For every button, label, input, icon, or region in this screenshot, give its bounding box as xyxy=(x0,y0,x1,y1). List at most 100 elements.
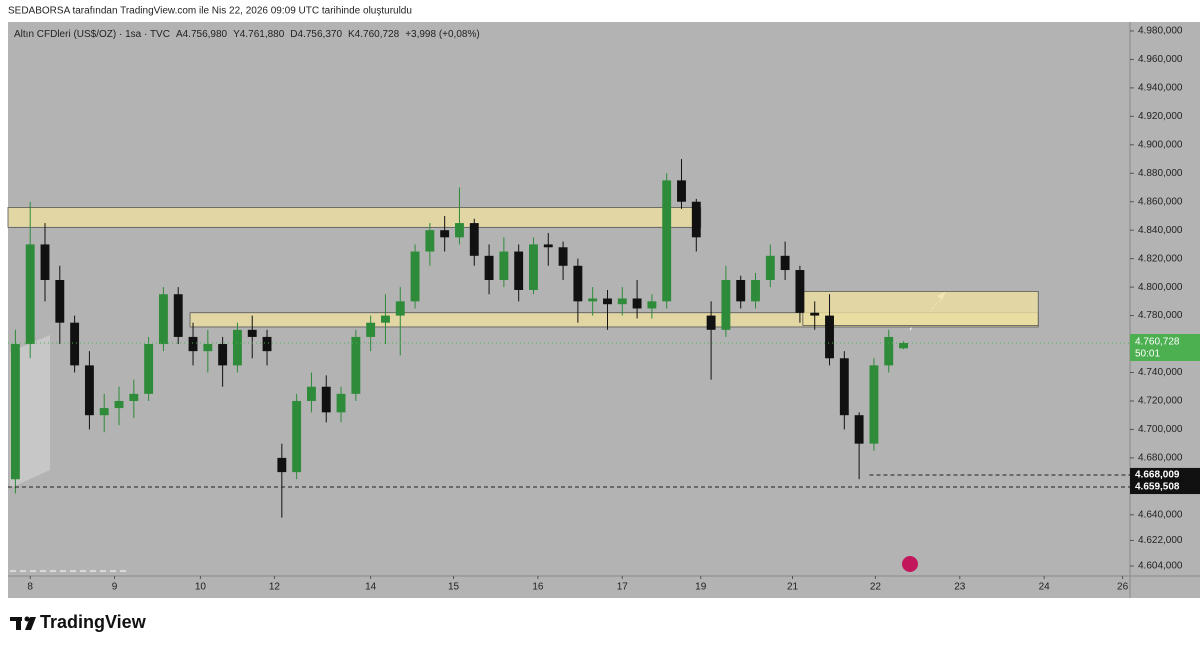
x-tick-label: 23 xyxy=(954,582,966,593)
candle-body xyxy=(114,400,124,409)
candle-body xyxy=(573,265,583,302)
legend-item: +3,998 (+0,08%) xyxy=(405,29,480,40)
y-tick-label: 4.720,000 xyxy=(1138,396,1183,407)
candle-body xyxy=(321,386,331,413)
y-tick-label: 4.800,000 xyxy=(1138,282,1183,293)
y-tick-label: 4.840,000 xyxy=(1138,225,1183,236)
candle-body xyxy=(662,180,672,302)
candle-body xyxy=(336,393,346,413)
y-tick-label: 4.880,000 xyxy=(1138,168,1183,179)
candle-body xyxy=(721,280,731,330)
candle-body xyxy=(232,329,242,366)
candle-body xyxy=(647,301,657,309)
x-tick-label: 19 xyxy=(695,582,707,593)
candle-body xyxy=(884,336,894,366)
candle-body xyxy=(617,298,627,305)
zone xyxy=(802,290,1039,326)
candle-body xyxy=(307,386,316,401)
candle-body xyxy=(469,223,479,256)
symbol-title: Altın CFDleri (US$/OZ) · 1sa · TVC xyxy=(14,29,170,40)
candle-body xyxy=(99,408,109,416)
candle-body xyxy=(440,230,450,238)
candle-body xyxy=(529,244,538,290)
countdown-label: 50:01 xyxy=(1135,349,1160,360)
y-tick-label: 4.680,000 xyxy=(1138,453,1183,464)
header-text: SEDABORSA tarafından TradingView.com ile… xyxy=(8,6,412,17)
candle-body xyxy=(351,336,361,394)
y-tick-label: 4.960,000 xyxy=(1138,54,1183,65)
y-tick-label: 4.640,000 xyxy=(1138,509,1183,520)
candle-body xyxy=(795,270,805,313)
candle-body xyxy=(173,294,183,337)
candle-body xyxy=(144,344,154,394)
brand-name: TradingView xyxy=(40,612,147,632)
candle-body xyxy=(839,358,849,416)
candle-body xyxy=(277,457,287,473)
brand-logo xyxy=(10,616,36,630)
y-tick-label: 4.940,000 xyxy=(1138,83,1183,94)
candle-body xyxy=(247,329,257,337)
x-tick-label: 21 xyxy=(787,582,799,593)
drawing-shape xyxy=(10,335,50,488)
candle-body xyxy=(899,343,908,349)
candle-body xyxy=(395,301,405,316)
candle-body xyxy=(55,280,65,323)
candle-body xyxy=(292,400,302,473)
x-tick-label: 9 xyxy=(112,582,118,593)
candle-body xyxy=(129,393,139,401)
legend-item: Y4.761,880 xyxy=(233,29,285,40)
legend-item: D4.756,370 xyxy=(290,29,343,40)
candle-body xyxy=(188,336,198,352)
candle-body xyxy=(158,294,168,345)
x-tick-label: 15 xyxy=(448,582,460,593)
candle-body xyxy=(751,280,760,302)
candle-body xyxy=(218,344,228,366)
candle-body xyxy=(854,415,864,444)
candle-body xyxy=(484,255,494,281)
last-price-box xyxy=(1130,334,1200,362)
x-tick-label: 8 xyxy=(27,582,33,593)
y-tick-label: 4.920,000 xyxy=(1138,111,1183,122)
y-tick-label: 4.860,000 xyxy=(1138,196,1183,207)
y-tick-label: 4.604,000 xyxy=(1138,561,1183,572)
x-tick-label: 10 xyxy=(195,582,207,593)
candle-body xyxy=(825,315,834,359)
x-tick-label: 16 xyxy=(532,582,544,593)
x-tick-label: 17 xyxy=(617,582,629,593)
y-tick-label: 4.980,000 xyxy=(1138,26,1183,37)
candle-body xyxy=(70,322,80,366)
candle-body xyxy=(499,251,509,281)
event-icon xyxy=(902,556,918,572)
candle-body xyxy=(588,298,598,302)
candle-body xyxy=(10,344,20,480)
candle-body xyxy=(736,280,746,302)
candle-body xyxy=(765,255,775,281)
candle-body xyxy=(425,230,435,252)
price-label: 4.659,508 xyxy=(1135,482,1180,493)
y-tick-label: 4.900,000 xyxy=(1138,139,1183,150)
candle-body xyxy=(84,365,94,416)
price-label-box xyxy=(1130,467,1200,482)
candle-body xyxy=(603,298,612,305)
candle-body xyxy=(691,201,701,238)
candle-body xyxy=(558,247,568,266)
x-tick-label: 14 xyxy=(365,582,377,593)
candle-body xyxy=(262,336,272,352)
x-tick-label: 26 xyxy=(1117,582,1129,593)
y-tick-label: 4.780,000 xyxy=(1138,310,1183,321)
candle-body xyxy=(366,322,376,337)
candle-body xyxy=(810,312,820,316)
candle-body xyxy=(25,244,35,345)
x-tick-label: 12 xyxy=(269,582,281,593)
y-tick-label: 4.700,000 xyxy=(1138,424,1183,435)
candle-body xyxy=(677,180,686,202)
candle-body xyxy=(543,244,553,248)
candle-body xyxy=(632,298,642,309)
candle-body xyxy=(410,251,420,302)
price-label-box xyxy=(1130,480,1200,495)
chart-legend: Altın CFDleri (US$/OZ) · 1sa · TVC A4.75… xyxy=(14,29,480,40)
y-tick-label: 4.622,000 xyxy=(1138,535,1183,546)
candle-body xyxy=(381,315,390,323)
zone xyxy=(7,207,702,228)
